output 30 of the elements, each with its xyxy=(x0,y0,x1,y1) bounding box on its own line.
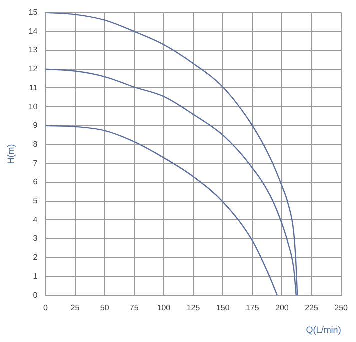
y-tick-label: 6 xyxy=(33,178,38,187)
y-tick-label: 3 xyxy=(33,234,38,244)
y-tick-label: 12 xyxy=(28,64,38,74)
line-series xyxy=(46,125,278,296)
x-tick-label: 200 xyxy=(276,304,290,313)
y-tick-label: 5 xyxy=(33,196,38,206)
y-tick-label: 9 xyxy=(33,121,38,130)
x-tick-label: 150 xyxy=(216,304,230,313)
x-tick-label: 25 xyxy=(70,304,80,313)
x-tick-label: 250 xyxy=(334,304,349,313)
y-tick-label: 2 xyxy=(33,253,38,262)
x-tick-label: 175 xyxy=(246,304,260,313)
y-tick-label: 8 xyxy=(33,140,38,149)
x-axis-title: Q(L/min) xyxy=(306,325,342,336)
y-tick-label: 7 xyxy=(33,158,38,168)
x-tick-label: 125 xyxy=(186,304,201,313)
y-axis-title: H(m) xyxy=(6,144,16,164)
y-tick-label: 4 xyxy=(33,215,38,224)
x-tick-label: 0 xyxy=(43,304,48,313)
y-tick-label: 1 xyxy=(33,272,38,281)
y-tick-label: 15 xyxy=(28,8,38,18)
y-tick-label: 10 xyxy=(28,102,38,112)
y-tick-label: 11 xyxy=(29,83,38,92)
y-tick-label: 0 xyxy=(33,290,38,300)
x-tick-label: 50 xyxy=(100,304,110,313)
x-tick-label: 75 xyxy=(130,304,140,313)
y-tick-label: 14 xyxy=(28,26,38,36)
x-tick-label: 225 xyxy=(305,304,319,313)
y-tick-label: 13 xyxy=(28,46,38,55)
x-tick-label: 100 xyxy=(157,304,172,313)
